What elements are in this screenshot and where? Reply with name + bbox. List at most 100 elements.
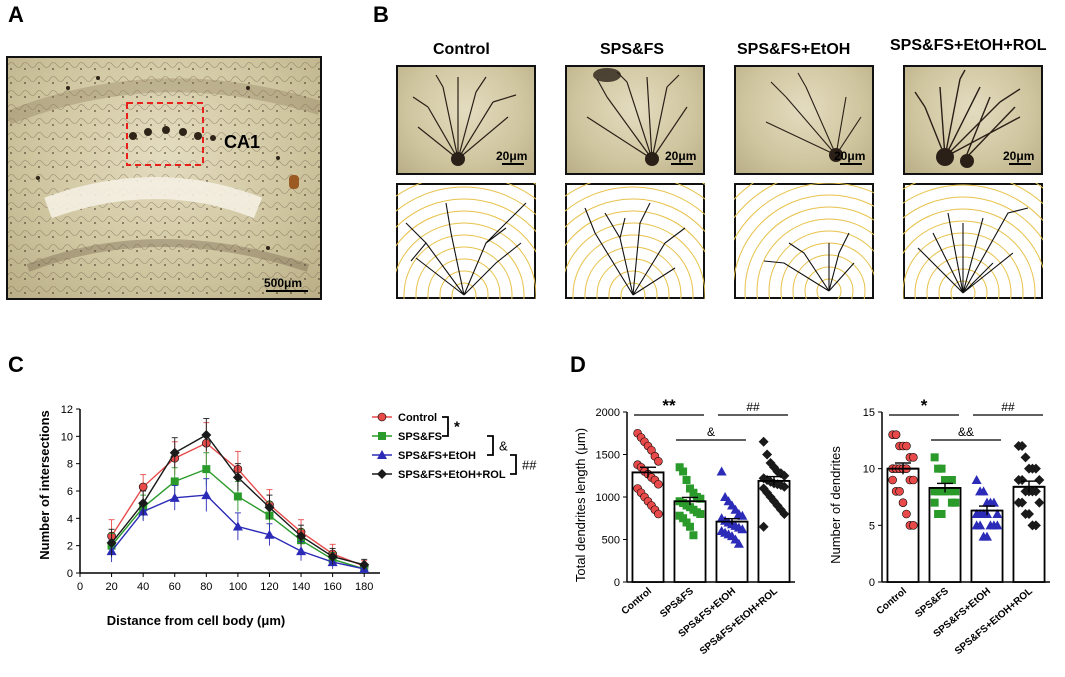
data-point	[202, 465, 211, 474]
data-point	[930, 498, 939, 507]
x-tick-label: 140	[292, 581, 310, 593]
data-point	[772, 466, 783, 477]
sholl-ring	[620, 282, 646, 299]
data-point	[758, 436, 769, 447]
sholl-ring	[756, 218, 874, 299]
data-point	[947, 476, 956, 484]
data-point	[930, 453, 939, 462]
data-point	[682, 518, 691, 527]
y-tick-label: 5	[869, 520, 875, 532]
data-point	[1034, 497, 1045, 508]
y-tick-label: 500	[602, 535, 620, 547]
sholl-ring	[903, 220, 1036, 299]
data-point	[233, 492, 242, 501]
significance-label: &	[499, 439, 508, 454]
legend-marker	[377, 412, 387, 422]
hippocampus-image	[8, 58, 320, 298]
y-tick-label: 6	[67, 486, 73, 498]
sholl-ring	[565, 222, 705, 299]
data-point	[737, 524, 748, 534]
y-axis-label: Number of dendrites	[828, 446, 843, 564]
condition-label-rol: SPS&FS+EtOH+ROL	[890, 37, 1047, 54]
panel-c-letter: C	[8, 352, 24, 377]
y-tick-label: 0	[614, 577, 620, 589]
category-label: SPS&FS	[658, 586, 696, 620]
data-point	[675, 463, 684, 472]
data-point	[891, 430, 901, 439]
data-point	[902, 441, 911, 451]
panel-d-letter: D	[570, 352, 586, 377]
data-point	[951, 498, 960, 507]
data-point	[758, 521, 769, 532]
significance-label: ##	[522, 458, 537, 473]
data-point	[779, 470, 790, 481]
data-point	[232, 521, 243, 531]
significance-label: *	[454, 419, 460, 436]
data-point	[982, 531, 992, 541]
data-point	[992, 509, 1003, 518]
data-point	[988, 497, 999, 507]
data-point	[689, 488, 698, 497]
sholl-tracing-rol	[903, 183, 1043, 299]
sholl-ring	[744, 206, 874, 299]
data-point	[762, 449, 773, 460]
condition-label-spsfs: SPS&FS	[600, 41, 665, 58]
sholl-ring	[596, 258, 670, 299]
y-tick-label: 10	[61, 431, 73, 443]
sholl-ring	[403, 234, 525, 299]
data-point	[733, 538, 744, 548]
sholl-ring	[565, 186, 705, 216]
scale-bar-label: 20μm	[665, 149, 697, 163]
sholl-ring	[734, 194, 874, 282]
data-point	[888, 475, 897, 485]
x-tick-label: 60	[169, 581, 181, 593]
sholl-ring	[903, 184, 1043, 222]
data-point	[992, 520, 1003, 530]
micrograph-control: 20μm	[396, 65, 536, 175]
x-tick-label: 0	[77, 581, 83, 593]
y-tick-label: 1000	[596, 492, 620, 504]
data-point	[937, 464, 946, 473]
sholl-ring	[451, 282, 477, 299]
data-point	[654, 457, 663, 466]
sholl-ring	[396, 198, 536, 233]
data-point	[737, 510, 748, 520]
data-point	[775, 468, 786, 479]
data-point	[169, 447, 180, 458]
data-point	[775, 480, 786, 491]
x-tick-label: 120	[260, 581, 278, 593]
data-point	[696, 494, 705, 503]
y-tick-label: 12	[61, 404, 73, 416]
annotation-label: ##	[746, 400, 760, 414]
sholl-tracing-spsfs	[565, 183, 705, 299]
roi-box	[126, 102, 204, 166]
data-point	[775, 504, 786, 515]
sholl-ring	[584, 246, 682, 299]
y-tick-label: 1500	[596, 450, 620, 462]
data-point	[1034, 475, 1045, 485]
significance-bracket	[510, 454, 517, 475]
sholl-ring	[439, 270, 489, 299]
significance-bracket	[442, 416, 449, 437]
data-point	[1030, 463, 1041, 474]
dendrite-count-bar-chart: Number of dendrites 0 5 10 15 Control SPS&FSS…	[828, 396, 1050, 657]
panel-a-letter: A	[8, 2, 24, 27]
y-tick-label: 10	[863, 464, 875, 476]
x-tick-label: 180	[355, 581, 373, 593]
sholl-ring	[903, 196, 1043, 241]
annotation-label: ##	[1001, 400, 1015, 414]
data-point	[682, 476, 691, 484]
y-tick-label: 0	[67, 568, 73, 580]
sholl-ring	[565, 210, 705, 253]
sholl-ring	[396, 186, 536, 216]
data-point	[359, 559, 370, 570]
legend-marker	[377, 450, 387, 459]
x-tick-label: 20	[105, 581, 117, 593]
ca1-label: CA1	[224, 132, 261, 152]
data-point	[327, 551, 338, 562]
dendrite-length-bar-chart: Total dendrites length (μm) 0 500 1000 1500…	[573, 396, 795, 657]
data-point	[170, 477, 179, 486]
data-point	[138, 498, 149, 509]
data-point	[779, 481, 790, 492]
x-tick-label: 80	[200, 581, 212, 593]
